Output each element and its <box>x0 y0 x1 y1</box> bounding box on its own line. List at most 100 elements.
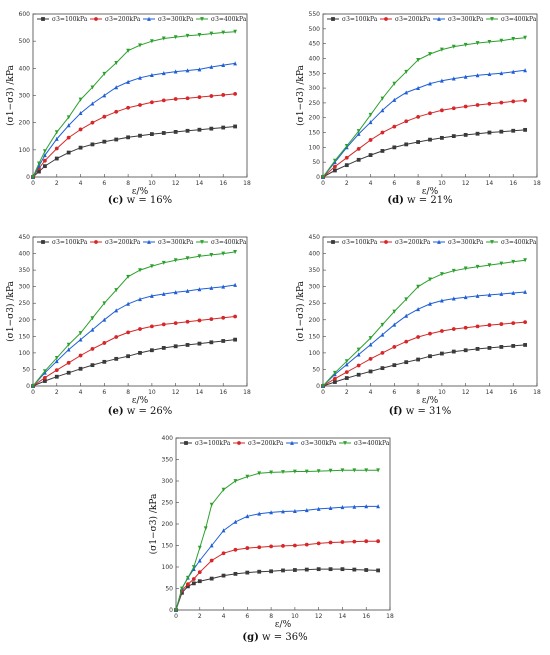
x-tick-label: 4 <box>79 389 83 396</box>
x-tick-label: 12 <box>462 389 470 396</box>
y-tick-label: 150 <box>309 130 321 137</box>
data-point <box>90 85 95 90</box>
data-point <box>221 487 226 492</box>
data-point <box>66 135 71 140</box>
x-tick-label: 6 <box>102 180 106 187</box>
legend-marker <box>184 441 188 445</box>
data-point <box>511 321 516 325</box>
legend-marker <box>343 441 347 446</box>
y-tick-label: 0 <box>169 607 173 614</box>
panel-caption: (c) w = 16% <box>108 195 172 206</box>
data-point <box>161 322 166 327</box>
x-tick-label: 8 <box>269 613 273 620</box>
data-point <box>281 568 285 573</box>
data-point <box>475 131 480 136</box>
x-tick-label: 4 <box>369 180 373 187</box>
x-tick-label: 10 <box>291 613 299 620</box>
data-point <box>511 259 516 265</box>
y-tick-label: 200 <box>19 317 31 324</box>
legend-label: σ3=200kPa <box>248 440 284 447</box>
x-tick-label: 18 <box>533 389 541 396</box>
series-line <box>322 129 526 178</box>
data-point <box>54 358 59 364</box>
data-point <box>126 135 131 140</box>
legend-marker <box>437 239 441 244</box>
legend-marker <box>384 240 388 244</box>
y-tick-label: 450 <box>309 41 321 48</box>
chart-panel: 0 2 4 6 8 10 12 14 16 18 0 50 100 150 200 250 300 350 400 4… <box>5 234 251 417</box>
y-tick-label: 350 <box>309 267 321 274</box>
data-point <box>221 315 226 320</box>
data-point <box>428 301 432 306</box>
legend-marker <box>94 17 98 21</box>
data-point <box>380 332 385 337</box>
data-point <box>209 31 214 36</box>
data-point <box>380 149 385 153</box>
data-point <box>42 158 47 163</box>
series-line <box>32 251 236 387</box>
data-point <box>185 584 190 589</box>
data-point <box>269 510 274 515</box>
data-point <box>209 558 214 563</box>
data-point <box>376 468 381 473</box>
data-point <box>499 71 504 76</box>
data-point <box>292 543 297 548</box>
x-tick-label: 18 <box>386 613 394 620</box>
data-point <box>304 542 309 547</box>
data-point <box>404 313 409 318</box>
data-point <box>451 268 456 273</box>
data-point <box>416 335 421 339</box>
data-point <box>185 343 190 347</box>
data-point <box>114 61 119 66</box>
data-point <box>90 316 95 321</box>
y-tick-label: 500 <box>309 26 321 33</box>
y-axis-label: (σ1−σ3) /kPa <box>5 281 16 342</box>
x-tick-label: 18 <box>243 180 251 187</box>
data-point <box>149 348 154 353</box>
data-point <box>54 146 59 151</box>
x-axis-label: ε/% <box>275 620 292 630</box>
data-point <box>344 155 349 160</box>
data-point <box>78 331 83 336</box>
data-point <box>368 119 373 125</box>
data-point <box>66 347 71 352</box>
x-tick-label: 4 <box>79 180 83 187</box>
data-point <box>54 130 59 135</box>
data-point <box>203 526 208 531</box>
data-point <box>380 130 385 135</box>
data-point <box>356 363 361 368</box>
data-point <box>161 346 166 350</box>
legend-label: σ3=100kPa <box>342 239 378 246</box>
y-tick-label: 300 <box>19 284 31 291</box>
series-line <box>322 321 526 387</box>
data-point <box>209 317 214 322</box>
data-point <box>523 68 528 73</box>
plot-frame <box>175 437 391 611</box>
data-point <box>344 362 349 367</box>
series-line <box>322 100 526 178</box>
data-point <box>380 96 385 101</box>
data-point <box>523 258 528 263</box>
legend-label: σ3=200kPa <box>105 16 141 23</box>
data-point <box>185 33 190 38</box>
data-point <box>332 158 337 163</box>
legend-label: σ3=400kPa <box>211 16 247 23</box>
data-point <box>54 368 59 373</box>
data-point <box>233 519 238 524</box>
x-tick-label: 8 <box>126 389 130 396</box>
y-tick-label: 50 <box>22 366 30 373</box>
y-tick-label: 150 <box>19 333 31 340</box>
data-point <box>54 355 59 361</box>
data-point <box>475 41 480 46</box>
data-point <box>54 156 59 161</box>
x-tick-label: 14 <box>486 389 494 396</box>
series-line <box>32 339 236 387</box>
data-point <box>428 52 432 57</box>
chart-panel: 0 2 4 6 8 10 12 14 16 18 0 50 100 150 200 250 300 350 400 ε… <box>148 435 394 643</box>
data-point <box>463 348 468 353</box>
data-point <box>221 251 226 256</box>
data-point <box>511 99 516 104</box>
legend-label: σ3=300kPa <box>448 239 484 246</box>
x-tick-label: 6 <box>102 389 106 396</box>
data-point <box>191 565 196 570</box>
